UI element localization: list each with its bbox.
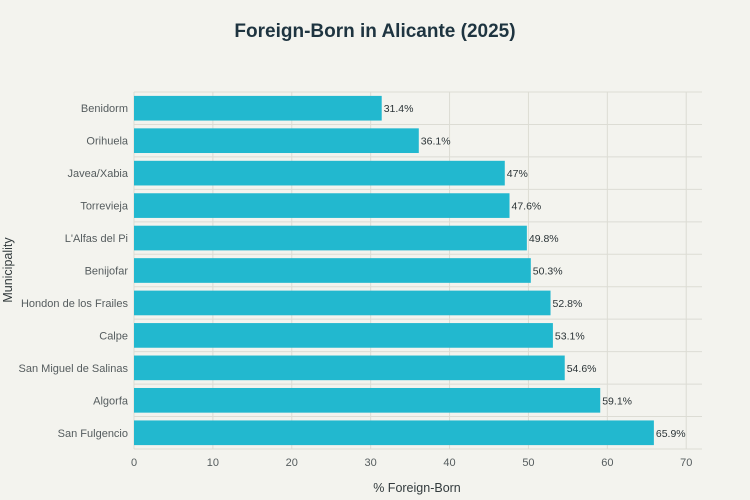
x-axis-title: % Foreign-Born (373, 481, 461, 495)
x-tick-labels: 0 10 20 30 40 50 60 70 (131, 457, 692, 469)
bar-value-label: 53.1% (555, 330, 585, 342)
chart-title: Foreign-Born in Alicante (2025) (234, 21, 515, 42)
bar (134, 355, 565, 381)
bar-value-label: 59.1% (602, 395, 632, 407)
bar (134, 128, 419, 154)
bar (134, 160, 505, 186)
y-tick-label: Orihuela (86, 136, 128, 148)
bar (134, 258, 531, 283)
y-tick-labels: Benidorm Orihuela Javea/Xabia Torrevieja L'A… (19, 103, 129, 440)
bar (134, 225, 527, 251)
bar-value-label: 52.8% (553, 298, 583, 310)
y-tick-label: Calpe (99, 330, 128, 342)
y-tick-label: L'Alfas del Pi (65, 233, 128, 245)
y-tick-label: Hondon de los Frailes (21, 298, 129, 310)
y-tick-label: San Miguel de Salinas (19, 363, 129, 375)
y-tick-label: Torrevieja (80, 201, 129, 213)
x-tick-label: 40 (443, 457, 455, 469)
y-tick-label: San Fulgencio (58, 428, 128, 440)
bar-value-label: 65.9% (656, 428, 686, 440)
bar (134, 193, 510, 218)
x-tick-label: 70 (680, 457, 692, 469)
x-tick-label: 30 (365, 457, 377, 469)
x-tick-label: 50 (522, 457, 534, 469)
data-labels: 31.4% 36.1% 47% 47.6% 49.8% 50.3% 52.8% 53.1% 54… (384, 103, 686, 440)
bar (134, 95, 382, 121)
x-tick-label: 20 (286, 457, 298, 469)
grid (133, 91, 702, 450)
bar (134, 420, 654, 446)
bar-value-label: 50.3% (533, 266, 563, 278)
bar-value-label: 47.6% (512, 201, 542, 213)
bar-value-label: 47% (507, 168, 528, 180)
y-tick-label: Benijofar (85, 266, 129, 278)
bar-value-label: 49.8% (529, 233, 559, 245)
bar (134, 387, 601, 413)
bar (134, 323, 553, 348)
bar-value-label: 31.4% (384, 103, 414, 115)
bar-value-label: 54.6% (567, 363, 597, 375)
x-tick-label: 60 (601, 457, 613, 469)
bars (134, 95, 654, 446)
bar (134, 290, 551, 316)
y-tick-label: Javea/Xabia (67, 168, 128, 180)
y-axis-title: Municipality (1, 237, 15, 303)
y-tick-label: Algorfa (93, 395, 129, 407)
y-tick-label: Benidorm (81, 103, 128, 115)
x-tick-label: 10 (207, 457, 219, 469)
x-tick-label: 0 (131, 457, 137, 469)
bar-value-label: 36.1% (421, 136, 451, 148)
